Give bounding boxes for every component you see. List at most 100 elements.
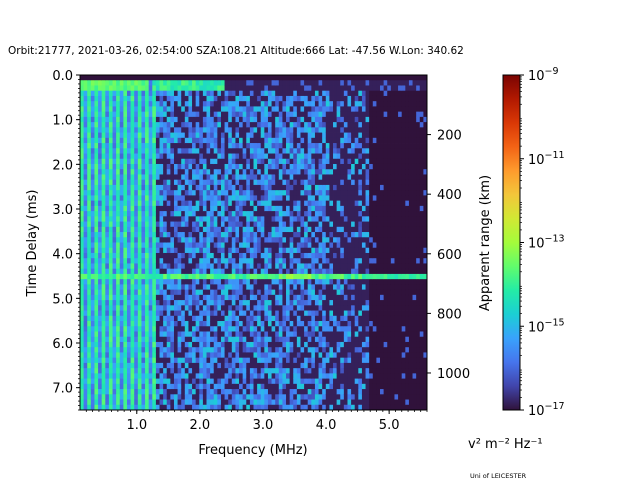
heatmap-cell (199, 137, 204, 144)
heatmap-cell (271, 122, 276, 128)
heatmap-cell (336, 357, 341, 364)
heatmap-cell (98, 211, 103, 217)
heatmap-cell (210, 368, 215, 374)
heatmap-cell (123, 211, 128, 217)
heatmap-cell (141, 195, 146, 202)
heatmap-cell (333, 137, 338, 144)
heatmap-cell (260, 158, 265, 165)
heatmap-cell (173, 85, 178, 92)
heatmap-cell (141, 242, 146, 249)
heatmap-cell (80, 399, 85, 406)
heatmap-cell (296, 362, 301, 369)
heatmap-cell (145, 273, 150, 280)
heatmap-cell (90, 242, 95, 249)
heatmap-cell (126, 242, 131, 249)
heatmap-cell (148, 310, 153, 317)
heatmap-cell (340, 404, 345, 411)
heatmap-cell (314, 205, 319, 212)
heatmap-cell (163, 305, 168, 311)
heatmap-cell (322, 368, 327, 374)
heatmap-cell (94, 122, 99, 128)
heatmap-cell (228, 116, 233, 123)
heatmap-cell (235, 106, 240, 113)
heatmap-cell (213, 368, 218, 374)
heatmap-cell (333, 205, 338, 212)
heatmap-cell (105, 389, 110, 395)
heatmap-cell (340, 373, 345, 379)
heatmap-cell (130, 404, 135, 411)
heatmap-cell (148, 95, 153, 102)
heatmap-cell (119, 341, 124, 348)
heatmap-cell (163, 226, 168, 233)
heatmap-cell (195, 404, 200, 411)
heatmap-cell (260, 331, 265, 338)
heatmap-cell (210, 321, 215, 327)
heatmap-cell (98, 373, 103, 379)
heatmap-cell (152, 237, 157, 243)
heatmap-cell (271, 404, 276, 411)
heatmap-cell (235, 273, 240, 280)
heatmap-cell (267, 163, 272, 170)
heatmap-cell (267, 237, 272, 243)
heatmap-cell (148, 326, 153, 332)
heatmap-cell (184, 399, 189, 406)
heatmap-cell (210, 101, 215, 107)
heatmap-cell (184, 137, 189, 144)
heatmap-cell (242, 399, 247, 406)
heatmap-cell (210, 289, 215, 296)
heatmap-cell (325, 132, 330, 139)
heatmap-cell (141, 389, 146, 395)
heatmap-cell (318, 305, 323, 311)
heatmap-cell (329, 368, 334, 374)
heatmap-cell (134, 247, 139, 254)
heatmap-cell (242, 321, 247, 327)
heatmap-cell (340, 289, 345, 296)
heatmap-cell (340, 137, 345, 144)
heatmap-cell (119, 153, 124, 160)
heatmap-cell (340, 163, 345, 170)
heatmap-cell (329, 357, 334, 364)
heatmap-cell (224, 268, 229, 275)
heatmap-cell (282, 174, 287, 181)
heatmap-cell (249, 95, 254, 102)
heatmap-cell (166, 289, 171, 296)
heatmap-cell (141, 158, 146, 165)
heatmap-cell (242, 101, 247, 107)
heatmap-cell (228, 184, 233, 191)
heatmap-cell (275, 169, 280, 175)
heatmap-cell (249, 195, 254, 202)
heatmap-cell (217, 258, 222, 264)
heatmap-cell (177, 321, 182, 327)
heatmap-cell (134, 294, 139, 301)
heatmap-cell (246, 268, 251, 275)
heatmap-cell (340, 294, 345, 301)
heatmap-cell (318, 383, 323, 390)
heatmap-cell (293, 237, 298, 243)
heatmap-cell (145, 242, 150, 249)
heatmap-cell (145, 310, 150, 317)
heatmap-cell (83, 132, 88, 139)
heatmap-cell (101, 336, 106, 343)
heatmap-cell (260, 137, 265, 144)
heatmap-cell (80, 127, 85, 133)
heatmap-cell (188, 347, 193, 353)
heatmap-cell (87, 336, 92, 343)
heatmap-cell (267, 184, 272, 191)
heatmap-cell (246, 132, 251, 139)
heatmap-cell (134, 153, 139, 160)
heatmap-cell (322, 321, 327, 327)
heatmap-cell (213, 153, 218, 160)
heatmap-cell (199, 148, 204, 154)
heatmap-cell (311, 95, 316, 102)
heatmap-cell (275, 326, 280, 332)
heatmap-cell (239, 190, 244, 196)
heatmap-cell (101, 368, 106, 374)
heatmap-cell (188, 378, 193, 385)
heatmap-cell (152, 341, 157, 348)
heatmap-cell (336, 169, 341, 175)
heatmap-cell (90, 289, 95, 296)
heatmap-cell (235, 158, 240, 165)
heatmap-cell (267, 153, 272, 160)
heatmap-cell (134, 169, 139, 175)
heatmap-cell (249, 368, 254, 374)
